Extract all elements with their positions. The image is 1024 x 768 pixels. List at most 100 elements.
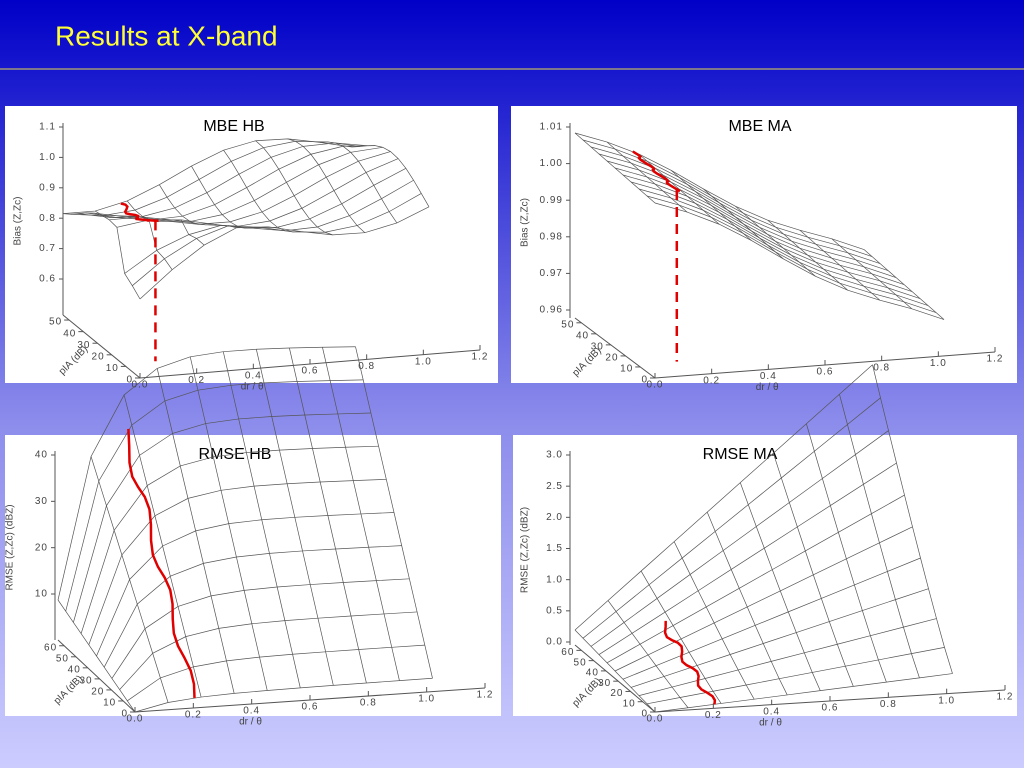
y-tick-label: 30 <box>591 342 604 353</box>
y-tick-label: 0 <box>641 375 648 386</box>
surface-line <box>574 364 873 631</box>
y-tick-label: 60 <box>561 647 574 658</box>
x-tick-label: 0.2 <box>188 375 205 386</box>
highlight-curve <box>120 202 159 223</box>
y-tick-label: 0 <box>126 375 133 386</box>
surface-line <box>88 478 387 645</box>
surface-line <box>638 188 929 306</box>
surface-line <box>96 512 395 657</box>
z-tick-label: 40 <box>35 450 48 461</box>
surface-line <box>65 379 364 612</box>
slide-title: Results at X-band <box>55 20 278 51</box>
surface-line <box>111 578 410 679</box>
surface-line <box>80 445 379 634</box>
surface-line <box>62 138 353 214</box>
z-tick-label: 0.9 <box>39 182 56 193</box>
y-tick-label: 40 <box>576 330 589 341</box>
surface-line <box>630 181 921 299</box>
surface-line <box>119 611 418 690</box>
y-tick-label: 20 <box>610 688 623 699</box>
panel-title: RMSE HB <box>199 446 272 463</box>
panel-title: MBE MA <box>728 118 791 135</box>
surface-line <box>638 618 937 696</box>
surface-line <box>132 193 422 286</box>
surface-line <box>606 160 897 278</box>
z-tick-label: 1.00 <box>540 158 563 169</box>
z-tick-label: 30 <box>35 496 48 507</box>
z-tick-label: 1.5 <box>546 543 563 554</box>
surface-line <box>590 146 881 264</box>
x-axis-label: dr / θ <box>756 382 779 393</box>
surface-line <box>116 168 407 229</box>
z-axis-label: RMSE (Z,Zc) (dBZ) <box>5 504 16 590</box>
surface-line <box>590 430 889 647</box>
z-tick-label: 10 <box>35 589 48 600</box>
y-tick-label: 20 <box>91 687 104 698</box>
x-tick-label: 1.2 <box>477 690 494 701</box>
y-tick-label: 50 <box>49 317 62 328</box>
panel-bg <box>513 435 1017 716</box>
z-tick-label: 0.8 <box>39 213 56 224</box>
x-tick-label: 0.2 <box>705 710 722 721</box>
x-axis-label: dr / θ <box>239 717 262 728</box>
surface-line <box>622 174 913 292</box>
z-tick-label: 0.7 <box>39 243 56 254</box>
panel-title: MBE HB <box>203 118 264 135</box>
surface-line <box>78 142 368 218</box>
surface-line <box>574 132 865 250</box>
highlight-curve <box>663 620 717 705</box>
y-tick-label: 50 <box>56 653 69 664</box>
x-tick-label: 0.8 <box>880 699 897 710</box>
surface-line <box>57 346 356 601</box>
surface-line <box>582 397 881 639</box>
surface-line <box>127 644 425 702</box>
z-tick-label: 2.0 <box>546 512 563 523</box>
y-tick-label: 40 <box>68 664 81 675</box>
surface-line <box>614 526 913 672</box>
z-axis-label: Bias (Z,Zc) <box>13 197 24 246</box>
surface-line <box>614 167 905 285</box>
y-tick-label: 0 <box>121 709 128 720</box>
x-tick-label: 0.6 <box>302 702 319 713</box>
x-tick-label: 0.0 <box>127 714 144 725</box>
surface-line <box>630 588 929 688</box>
y-tick-label: 10 <box>103 698 116 709</box>
y-tick-label: 30 <box>79 676 92 687</box>
x-tick-label: 0.2 <box>185 710 202 721</box>
surface-line <box>73 412 371 623</box>
y-tick-label: 30 <box>598 678 611 689</box>
panel-bg <box>5 106 498 383</box>
x-tick-label: 0.4 <box>243 706 260 717</box>
z-tick-label: 0.6 <box>39 274 56 285</box>
z-tick-label: 1.0 <box>39 152 56 163</box>
x-tick-label: 0.8 <box>873 362 890 373</box>
y-tick-label: 50 <box>561 319 574 330</box>
x-tick-label: 1.2 <box>987 354 1004 365</box>
y-tick-label: 20 <box>605 353 618 364</box>
surface-line <box>654 202 945 320</box>
z-tick-label: 1.0 <box>546 574 563 585</box>
z-tick-label: 2.5 <box>546 481 563 492</box>
highlight-curve <box>632 150 681 193</box>
x-tick-label: 0.0 <box>647 714 664 725</box>
x-tick-label: 0.6 <box>302 366 319 377</box>
surface-line <box>646 195 937 313</box>
x-tick-label: 1.0 <box>418 694 435 705</box>
panel-bg <box>511 106 1017 383</box>
z-tick-label: 1.01 <box>540 122 563 133</box>
y-tick-label: 50 <box>574 657 587 668</box>
z-tick-label: 0.98 <box>540 231 563 242</box>
x-tick-label: 0.4 <box>245 370 262 381</box>
x-tick-label: 0.2 <box>703 375 720 386</box>
z-axis-label: Bias (Z,Zc) <box>520 198 531 247</box>
y-axis <box>574 644 656 713</box>
highlight-curve <box>127 428 196 699</box>
surface-line <box>646 647 945 705</box>
z-axis-label: RMSE (Z,Zc) (dBZ) <box>520 507 531 593</box>
surface-line <box>582 139 873 257</box>
x-tick-label: 0.8 <box>358 361 375 372</box>
y-tick-label: 10 <box>623 698 636 709</box>
surface-line <box>134 677 433 713</box>
z-tick-label: 1.1 <box>39 122 56 133</box>
panel-title: RMSE MA <box>703 446 778 463</box>
